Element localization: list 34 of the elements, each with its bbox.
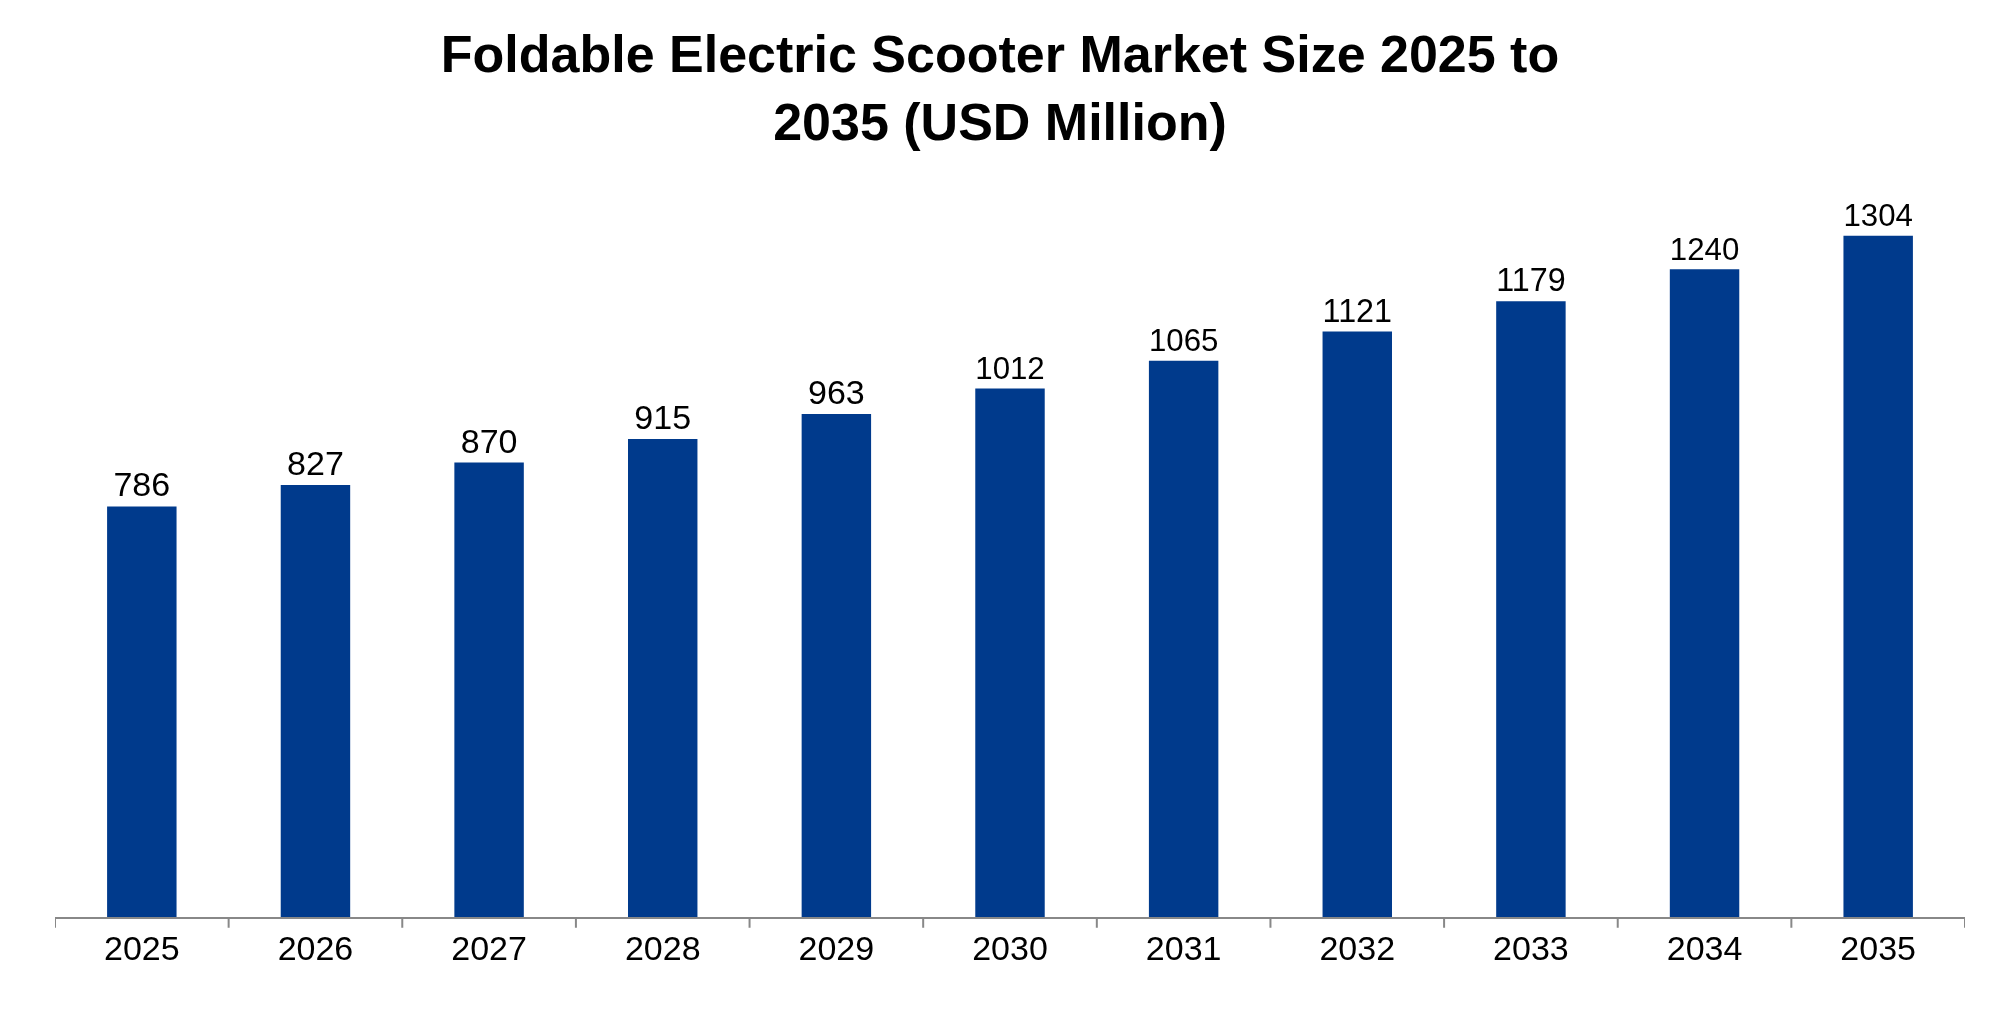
data-label: 1179 bbox=[1496, 262, 1566, 299]
x-tick-label: 2028 bbox=[624, 928, 701, 967]
x-tick-label: 2032 bbox=[1319, 928, 1396, 967]
data-label: 786 bbox=[113, 465, 171, 504]
bar bbox=[1843, 235, 1913, 917]
x-tick-label: 2027 bbox=[451, 928, 527, 967]
data-label: 870 bbox=[460, 421, 518, 460]
bar bbox=[1669, 269, 1740, 917]
chart-title: Foldable Electric Scooter Market Size 2025 to 2035 (USD Million) bbox=[440, 25, 1560, 151]
x-tick-label: 2035 bbox=[1840, 928, 1916, 967]
data-label: 1240 bbox=[1669, 231, 1740, 267]
bar bbox=[1496, 301, 1566, 917]
bar bbox=[1148, 360, 1219, 917]
x-tick-label: 2026 bbox=[277, 928, 354, 967]
bar bbox=[280, 485, 351, 917]
bar bbox=[628, 439, 698, 917]
data-label: 963 bbox=[808, 372, 865, 411]
x-tick-label: 2034 bbox=[1666, 928, 1743, 967]
data-label: 1012 bbox=[975, 350, 1045, 386]
x-tick-label: 2030 bbox=[972, 928, 1048, 967]
x-tick-label: 2025 bbox=[104, 928, 180, 967]
data-label: 1121 bbox=[1322, 292, 1392, 329]
data-label: 827 bbox=[287, 444, 344, 483]
bar bbox=[801, 413, 872, 917]
bar bbox=[107, 506, 177, 917]
data-label: 1304 bbox=[1843, 198, 1913, 234]
bar bbox=[1322, 331, 1392, 917]
bar bbox=[975, 388, 1045, 917]
data-label: 915 bbox=[634, 398, 692, 437]
bar bbox=[454, 462, 524, 917]
x-tick-label: 2033 bbox=[1493, 928, 1569, 967]
data-label: 1065 bbox=[1148, 323, 1219, 359]
x-tick-label: 2029 bbox=[798, 928, 875, 967]
x-tick-label: 2031 bbox=[1145, 928, 1222, 967]
